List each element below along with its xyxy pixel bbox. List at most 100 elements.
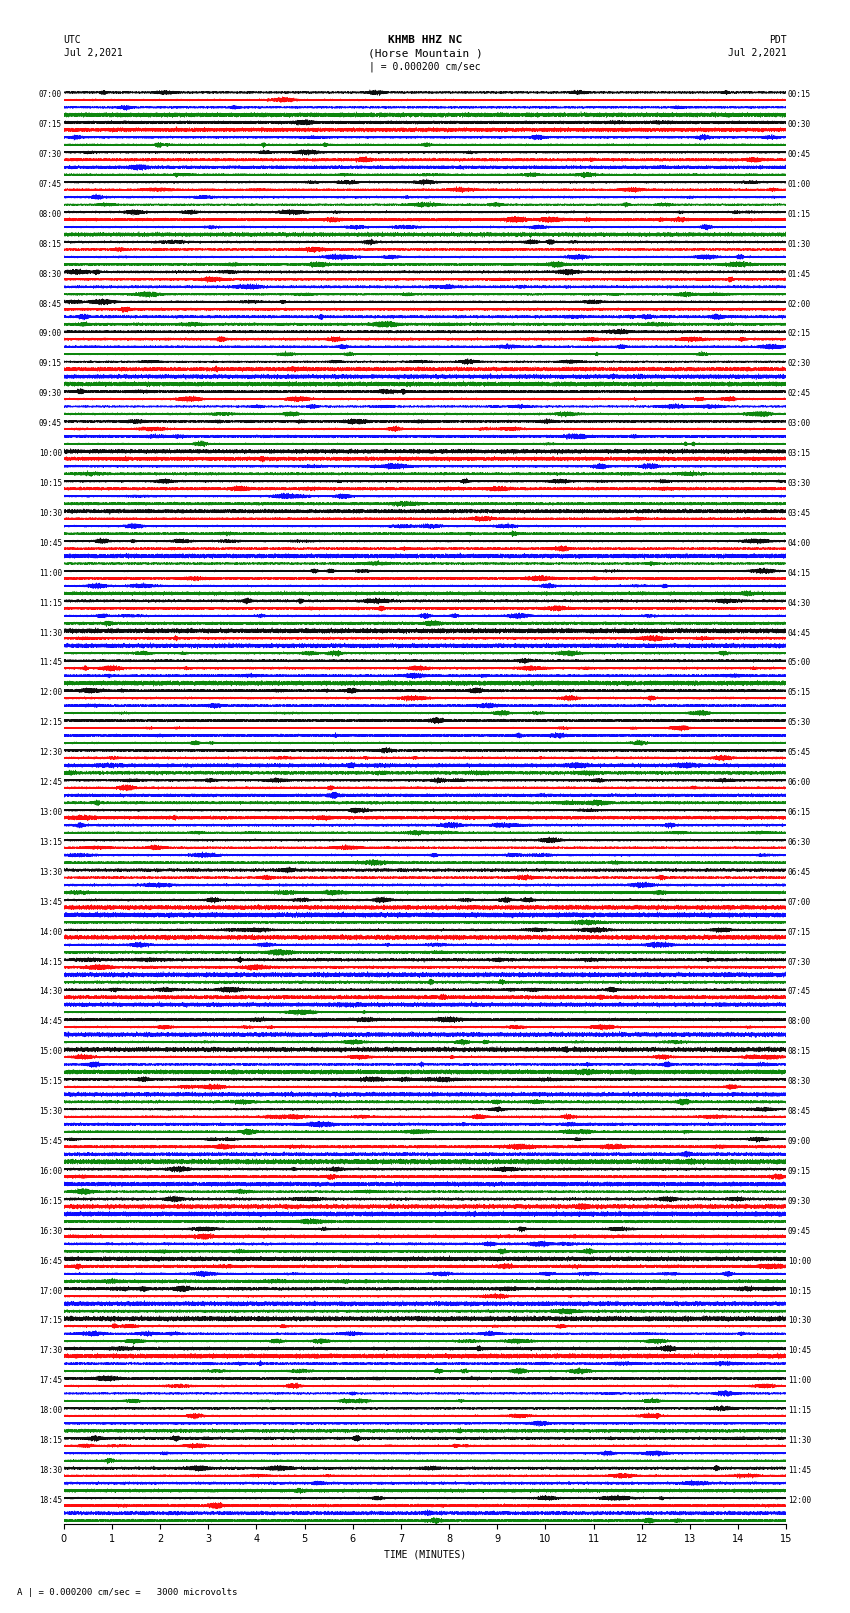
Text: 15:15: 15:15	[39, 1077, 62, 1086]
Text: 08:00: 08:00	[39, 210, 62, 219]
Text: 07:45: 07:45	[788, 987, 811, 997]
Text: 07:45: 07:45	[39, 181, 62, 189]
Text: 03:00: 03:00	[788, 419, 811, 427]
Text: 13:30: 13:30	[39, 868, 62, 877]
Text: 10:15: 10:15	[788, 1287, 811, 1295]
Text: 08:15: 08:15	[788, 1047, 811, 1057]
Text: 10:45: 10:45	[788, 1347, 811, 1355]
Text: 10:00: 10:00	[788, 1257, 811, 1266]
Text: 15:30: 15:30	[39, 1107, 62, 1116]
Text: UTC: UTC	[64, 35, 82, 45]
Text: 12:30: 12:30	[39, 748, 62, 756]
Text: 10:30: 10:30	[39, 510, 62, 518]
Text: 01:15: 01:15	[788, 210, 811, 219]
Text: 09:00: 09:00	[788, 1137, 811, 1145]
Text: 02:30: 02:30	[788, 360, 811, 368]
Text: | = 0.000200 cm/sec: | = 0.000200 cm/sec	[369, 61, 481, 73]
Text: 11:00: 11:00	[788, 1376, 811, 1386]
Text: 12:15: 12:15	[39, 718, 62, 727]
Text: 05:30: 05:30	[788, 718, 811, 727]
Text: 09:45: 09:45	[39, 419, 62, 427]
Text: 16:00: 16:00	[39, 1166, 62, 1176]
Text: 12:00: 12:00	[39, 689, 62, 697]
Text: 00:15: 00:15	[788, 90, 811, 100]
X-axis label: TIME (MINUTES): TIME (MINUTES)	[384, 1550, 466, 1560]
Text: 07:30: 07:30	[788, 958, 811, 966]
Text: 00:30: 00:30	[788, 119, 811, 129]
Text: 04:00: 04:00	[788, 539, 811, 548]
Text: 08:15: 08:15	[39, 240, 62, 248]
Text: 17:30: 17:30	[39, 1347, 62, 1355]
Text: 09:45: 09:45	[788, 1227, 811, 1236]
Text: 11:45: 11:45	[39, 658, 62, 668]
Text: 18:00: 18:00	[39, 1407, 62, 1415]
Text: 15:45: 15:45	[39, 1137, 62, 1145]
Text: 11:15: 11:15	[39, 598, 62, 608]
Text: 11:00: 11:00	[39, 569, 62, 577]
Text: 09:30: 09:30	[39, 389, 62, 398]
Text: 10:45: 10:45	[39, 539, 62, 548]
Text: 01:00: 01:00	[788, 181, 811, 189]
Text: 12:45: 12:45	[39, 777, 62, 787]
Text: 08:30: 08:30	[39, 269, 62, 279]
Text: 06:15: 06:15	[788, 808, 811, 818]
Text: 11:30: 11:30	[39, 629, 62, 637]
Text: 03:45: 03:45	[788, 510, 811, 518]
Text: 18:30: 18:30	[39, 1466, 62, 1474]
Text: 11:30: 11:30	[788, 1436, 811, 1445]
Text: 07:00: 07:00	[39, 90, 62, 100]
Text: 02:45: 02:45	[788, 389, 811, 398]
Text: 10:30: 10:30	[788, 1316, 811, 1326]
Text: 08:45: 08:45	[39, 300, 62, 308]
Text: Jul 2,2021: Jul 2,2021	[64, 48, 122, 58]
Text: 05:45: 05:45	[788, 748, 811, 756]
Text: 17:15: 17:15	[39, 1316, 62, 1326]
Text: Jul 2,2021: Jul 2,2021	[728, 48, 786, 58]
Text: 11:15: 11:15	[788, 1407, 811, 1415]
Text: 02:00: 02:00	[788, 300, 811, 308]
Text: 09:15: 09:15	[788, 1166, 811, 1176]
Text: 01:45: 01:45	[788, 269, 811, 279]
Text: 14:00: 14:00	[39, 927, 62, 937]
Text: 16:45: 16:45	[39, 1257, 62, 1266]
Text: 07:30: 07:30	[39, 150, 62, 160]
Text: 07:15: 07:15	[788, 927, 811, 937]
Text: 14:15: 14:15	[39, 958, 62, 966]
Text: 06:45: 06:45	[788, 868, 811, 877]
Text: (Horse Mountain ): (Horse Mountain )	[367, 48, 483, 58]
Text: 18:45: 18:45	[39, 1495, 62, 1505]
Text: PDT: PDT	[768, 35, 786, 45]
Text: 17:00: 17:00	[39, 1287, 62, 1295]
Text: 06:30: 06:30	[788, 837, 811, 847]
Text: 13:15: 13:15	[39, 837, 62, 847]
Text: 16:15: 16:15	[39, 1197, 62, 1207]
Text: 04:15: 04:15	[788, 569, 811, 577]
Text: 12:00: 12:00	[788, 1495, 811, 1505]
Text: 14:45: 14:45	[39, 1018, 62, 1026]
Text: 08:00: 08:00	[788, 1018, 811, 1026]
Text: 04:30: 04:30	[788, 598, 811, 608]
Text: 16:30: 16:30	[39, 1227, 62, 1236]
Text: 07:00: 07:00	[788, 898, 811, 907]
Text: 05:00: 05:00	[788, 658, 811, 668]
Text: 15:00: 15:00	[39, 1047, 62, 1057]
Text: 00:45: 00:45	[788, 150, 811, 160]
Text: 09:15: 09:15	[39, 360, 62, 368]
Text: KHMB HHZ NC: KHMB HHZ NC	[388, 35, 462, 45]
Text: 08:45: 08:45	[788, 1107, 811, 1116]
Text: 05:15: 05:15	[788, 689, 811, 697]
Text: 04:45: 04:45	[788, 629, 811, 637]
Text: 09:00: 09:00	[39, 329, 62, 339]
Text: A | = 0.000200 cm/sec =   3000 microvolts: A | = 0.000200 cm/sec = 3000 microvolts	[17, 1587, 237, 1597]
Text: 10:15: 10:15	[39, 479, 62, 489]
Text: 11:45: 11:45	[788, 1466, 811, 1474]
Text: 07:15: 07:15	[39, 119, 62, 129]
Text: 09:30: 09:30	[788, 1197, 811, 1207]
Text: 08:30: 08:30	[788, 1077, 811, 1086]
Text: 03:30: 03:30	[788, 479, 811, 489]
Text: 03:15: 03:15	[788, 448, 811, 458]
Text: 10:00: 10:00	[39, 448, 62, 458]
Text: 18:15: 18:15	[39, 1436, 62, 1445]
Text: 14:30: 14:30	[39, 987, 62, 997]
Text: 13:45: 13:45	[39, 898, 62, 907]
